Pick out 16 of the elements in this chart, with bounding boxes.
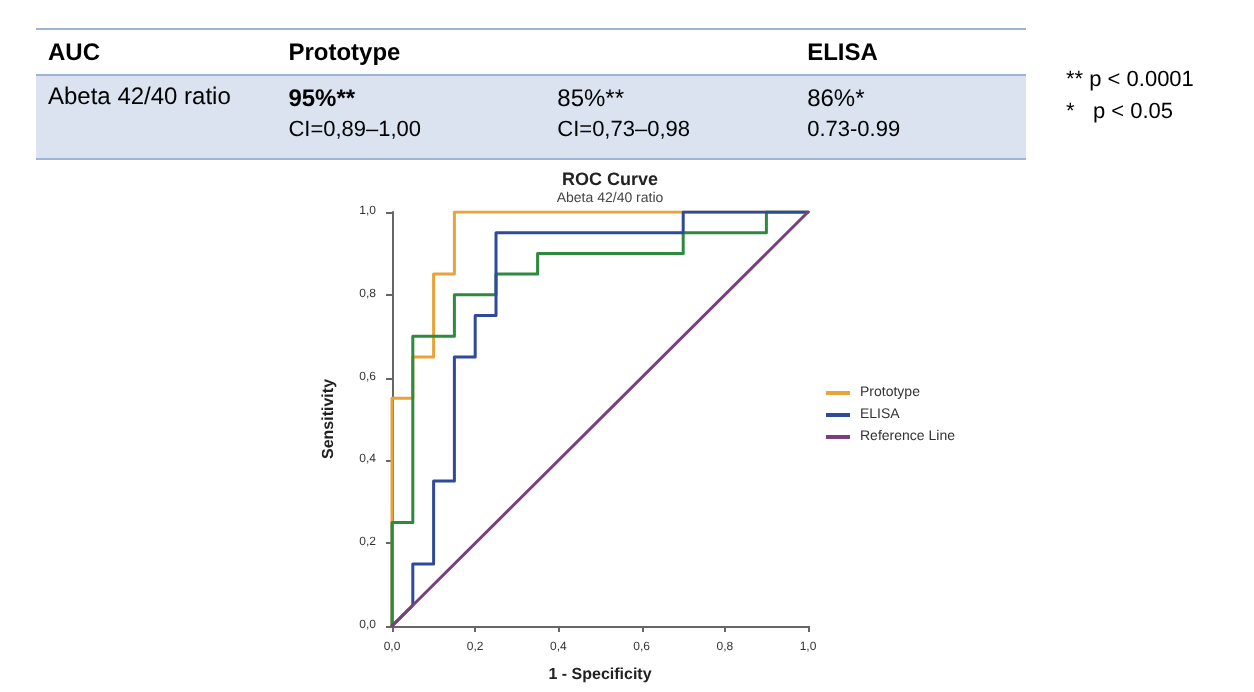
text: 86%* [807,82,867,114]
y-axis-title: Sensitivity [319,377,337,460]
text: 85%** [557,82,626,114]
text: 0.73-0.99 [807,116,903,146]
text: CI=0,89–1,00 [288,116,424,146]
chart-title: ROC Curve [561,169,659,189]
line-series [390,210,810,628]
text: ** p < 0.0001 [1066,66,1194,96]
text: 95%** [288,82,358,114]
text: Abeta 42/40 ratio [46,82,233,110]
text: * p < 0.05 [1066,98,1176,128]
x-axis-title: 1 - Specificity [548,665,653,683]
category-label: ELISA [805,38,880,66]
category-label: AUC [46,38,102,66]
text: CI=0,73–0,98 [557,116,693,146]
category-label: Prototype [286,38,403,66]
